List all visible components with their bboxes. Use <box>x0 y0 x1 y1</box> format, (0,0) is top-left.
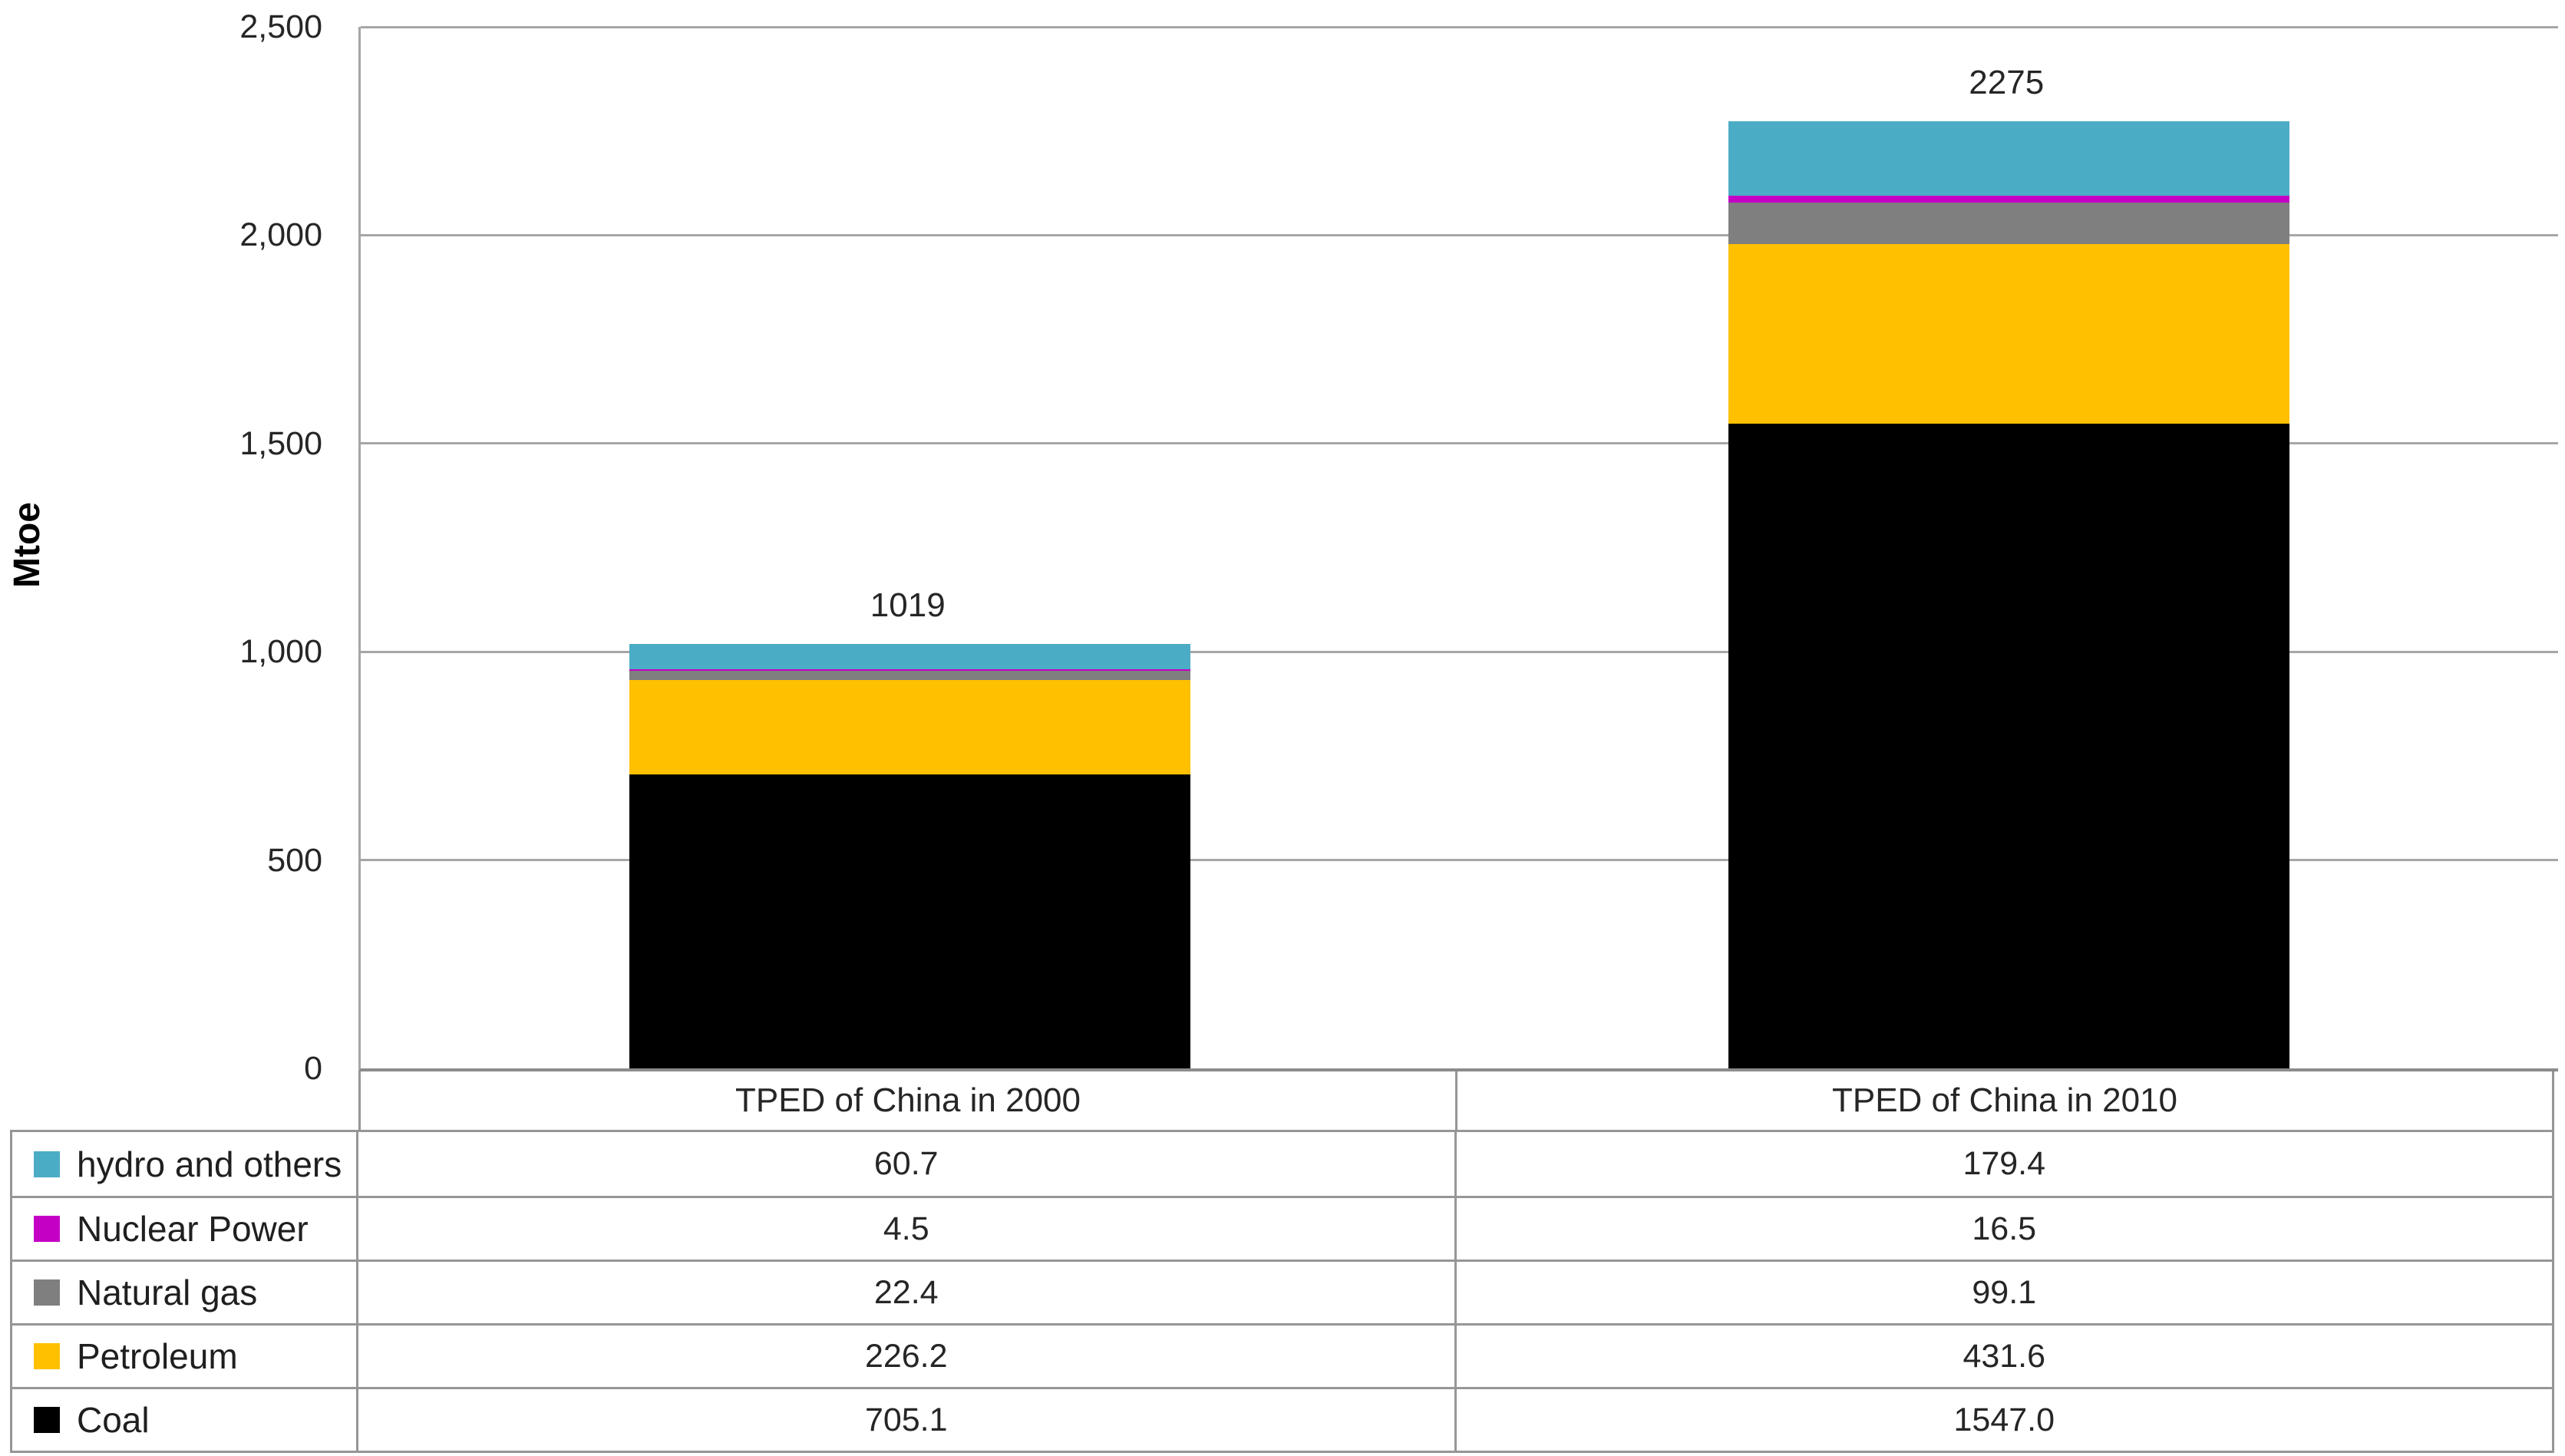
legend-label: Nuclear Power <box>77 1209 309 1249</box>
legend-key-swatch-icon <box>34 1151 60 1177</box>
bar-total-label: 2275 <box>1969 63 2045 101</box>
value-cell: 226.2 <box>864 1337 948 1375</box>
table-row: Coal 705.1 1547.0 <box>12 1387 2552 1451</box>
y-axis-tick-label: 2,500 <box>239 8 322 45</box>
category-header-row: TPED of China in 2000 TPED of China in 20… <box>358 1071 2554 1130</box>
value-cell: 16.5 <box>1454 1198 2553 1260</box>
bar-segment-hydro-and-others <box>1728 121 2289 196</box>
gridline-2000 <box>361 233 2558 236</box>
data-table: hydro and others 60.7 179.4 Nuclear Power 4.… <box>10 1130 2554 1453</box>
legend-cell: Coal <box>12 1389 358 1451</box>
value-cell: 705.1 <box>864 1401 948 1438</box>
category-header-cell: TPED of China in 2000 <box>358 1071 1455 1130</box>
legend-key-swatch-icon <box>34 1279 60 1306</box>
legend-cell: hydro and others <box>12 1132 358 1196</box>
value-cell: 431.6 <box>1454 1326 2553 1387</box>
value-cell: 4.5 <box>883 1210 929 1247</box>
value-cell: 99.1 <box>1454 1262 2553 1323</box>
legend-label: Natural gas <box>77 1273 258 1312</box>
legend-cell: Petroleum <box>12 1326 358 1387</box>
table-row: Nuclear Power 4.5 16.5 <box>12 1196 2552 1260</box>
value-cell: 60.7 <box>873 1145 939 1182</box>
y-axis-tick-label: 0 <box>304 1050 322 1087</box>
y-axis-tick-label: 1,500 <box>239 424 322 462</box>
legend-cell: Natural gas <box>12 1262 358 1323</box>
bar-segment-coal <box>1728 424 2289 1068</box>
legend-label: Petroleum <box>77 1336 238 1376</box>
value-cell: 22.4 <box>873 1273 939 1311</box>
legend-label: Coal <box>77 1400 150 1440</box>
table-row: Petroleum 226.2 431.6 <box>12 1323 2552 1387</box>
stacked-bar-2000 <box>629 643 1191 1068</box>
y-axis-title: Mtoe <box>7 502 48 588</box>
y-axis-tick-label: 500 <box>267 841 322 879</box>
bar-segment-coal <box>629 774 1191 1068</box>
bar-segment-nuclear-power <box>629 669 1191 672</box>
table-row: Natural gas 22.4 99.1 <box>12 1260 2552 1323</box>
bar-segment-petroleum <box>629 680 1191 775</box>
bar-segment-nuclear-power <box>1728 196 2289 203</box>
legend-label: hydro and others <box>77 1144 342 1184</box>
gridline-500 <box>361 859 2558 862</box>
plot-area <box>358 25 2558 1071</box>
bar-segment-hydro-and-others <box>629 643 1191 669</box>
value-cell: 179.4 <box>1454 1132 2553 1196</box>
bar-segment-natural-gas <box>629 671 1191 681</box>
y-axis-tick-label: 2,000 <box>239 216 322 254</box>
table-row: hydro and others 60.7 179.4 <box>12 1132 2552 1196</box>
legend-key-swatch-icon <box>34 1343 60 1369</box>
legend-key-swatch-icon <box>34 1216 60 1242</box>
legend-cell: Nuclear Power <box>12 1198 358 1260</box>
bar-segment-petroleum <box>1728 243 2289 424</box>
y-axis-tick-label: 1,000 <box>239 633 322 671</box>
bar-total-label: 1019 <box>870 586 946 624</box>
stacked-bar-2010 <box>1728 121 2289 1068</box>
legend-key-swatch-icon <box>34 1407 60 1433</box>
gridline-1000 <box>361 650 2558 653</box>
value-cell: 1547.0 <box>1454 1389 2553 1451</box>
category-header-cell: TPED of China in 2010 <box>1455 1071 2552 1130</box>
bar-segment-natural-gas <box>1728 203 2289 244</box>
gridline-1500 <box>361 442 2558 445</box>
gridline-2500 <box>361 25 2558 28</box>
